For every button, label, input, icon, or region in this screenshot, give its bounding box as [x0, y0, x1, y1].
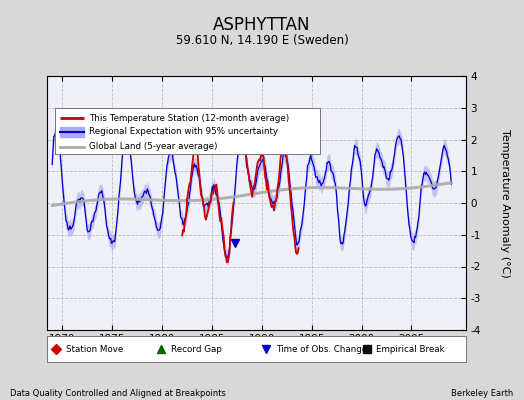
Text: Empirical Break: Empirical Break: [376, 344, 445, 354]
Text: Regional Expectation with 95% uncertainty: Regional Expectation with 95% uncertaint…: [90, 128, 278, 136]
Text: Record Gap: Record Gap: [171, 344, 222, 354]
Text: Time of Obs. Change: Time of Obs. Change: [276, 344, 367, 354]
Text: Global Land (5-year average): Global Land (5-year average): [90, 142, 218, 151]
Text: 59.610 N, 14.190 E (Sweden): 59.610 N, 14.190 E (Sweden): [176, 34, 348, 47]
Y-axis label: Temperature Anomaly (°C): Temperature Anomaly (°C): [500, 129, 510, 277]
Text: Data Quality Controlled and Aligned at Breakpoints: Data Quality Controlled and Aligned at B…: [10, 389, 226, 398]
Text: Berkeley Earth: Berkeley Earth: [451, 389, 514, 398]
Text: This Temperature Station (12-month average): This Temperature Station (12-month avera…: [90, 114, 290, 123]
Text: Station Move: Station Move: [66, 344, 123, 354]
Text: ASPHYTTAN: ASPHYTTAN: [213, 16, 311, 34]
